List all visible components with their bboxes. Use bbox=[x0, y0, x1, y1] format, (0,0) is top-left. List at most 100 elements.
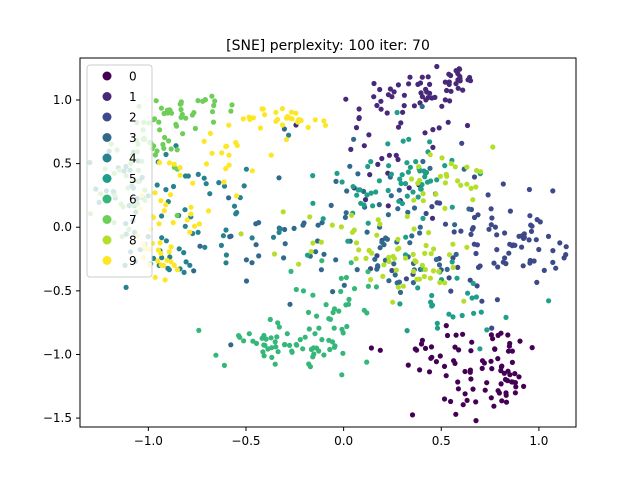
data-point bbox=[521, 383, 527, 389]
data-point bbox=[268, 152, 274, 158]
data-point bbox=[427, 275, 433, 281]
data-point bbox=[387, 86, 393, 92]
data-point bbox=[516, 374, 522, 380]
data-point bbox=[327, 346, 333, 353]
data-point bbox=[469, 295, 475, 301]
data-point bbox=[386, 163, 392, 169]
data-point bbox=[376, 178, 382, 184]
data-point bbox=[469, 226, 475, 232]
data-point bbox=[533, 237, 539, 243]
legend-item: 3 bbox=[102, 131, 137, 145]
data-point bbox=[442, 221, 449, 227]
data-point bbox=[528, 228, 535, 234]
data-point bbox=[313, 249, 319, 255]
data-point bbox=[477, 263, 483, 269]
data-point bbox=[506, 250, 512, 256]
data-point bbox=[416, 276, 423, 282]
data-point bbox=[166, 160, 173, 166]
data-point bbox=[526, 186, 533, 193]
data-point bbox=[419, 103, 425, 110]
data-point bbox=[386, 254, 392, 260]
legend-item: 7 bbox=[102, 213, 137, 227]
data-point bbox=[464, 122, 471, 129]
data-point bbox=[408, 176, 415, 182]
data-point bbox=[422, 174, 428, 180]
data-point bbox=[195, 171, 201, 177]
data-point bbox=[280, 209, 286, 215]
data-point bbox=[269, 345, 275, 351]
data-point bbox=[420, 191, 426, 197]
data-point bbox=[424, 89, 430, 95]
data-point bbox=[553, 265, 559, 271]
data-point bbox=[282, 226, 288, 233]
data-point bbox=[368, 345, 374, 351]
data-point bbox=[209, 150, 215, 156]
data-point bbox=[373, 284, 379, 290]
data-point bbox=[494, 232, 500, 238]
data-point bbox=[395, 206, 401, 212]
data-point bbox=[243, 278, 250, 284]
data-point bbox=[462, 368, 468, 375]
data-point bbox=[320, 216, 326, 222]
data-point bbox=[171, 262, 177, 268]
data-point bbox=[354, 192, 360, 198]
data-point bbox=[420, 198, 426, 204]
data-point bbox=[426, 369, 433, 375]
data-point bbox=[436, 125, 442, 131]
data-point bbox=[162, 277, 168, 283]
data-point bbox=[377, 86, 383, 93]
data-point bbox=[477, 169, 484, 175]
data-point bbox=[510, 379, 516, 385]
legend-item: 9 bbox=[102, 254, 137, 268]
data-point bbox=[322, 122, 329, 128]
data-point bbox=[442, 180, 448, 186]
data-point bbox=[168, 146, 174, 152]
data-point bbox=[287, 342, 293, 348]
data-point bbox=[344, 188, 350, 194]
data-point bbox=[347, 163, 353, 169]
data-point bbox=[341, 282, 347, 288]
data-point bbox=[442, 97, 448, 103]
data-point bbox=[223, 166, 229, 172]
legend-label: 6 bbox=[129, 193, 137, 207]
data-point bbox=[281, 126, 287, 132]
data-point bbox=[228, 108, 234, 114]
data-point bbox=[219, 150, 225, 156]
data-point bbox=[426, 230, 432, 236]
data-point bbox=[343, 274, 349, 281]
data-point bbox=[269, 354, 275, 360]
data-point bbox=[424, 179, 431, 185]
data-point bbox=[474, 242, 480, 248]
data-point bbox=[223, 260, 229, 266]
data-point bbox=[362, 197, 369, 203]
x-tick-label: −0.5 bbox=[231, 434, 260, 448]
data-point bbox=[405, 169, 411, 175]
data-point bbox=[310, 354, 316, 360]
data-point bbox=[250, 338, 256, 344]
data-point bbox=[446, 81, 452, 87]
data-point bbox=[437, 279, 443, 286]
data-point bbox=[444, 173, 450, 179]
data-point bbox=[152, 274, 158, 280]
data-point bbox=[482, 387, 488, 393]
data-point bbox=[366, 132, 372, 138]
data-point bbox=[384, 236, 390, 242]
data-point bbox=[365, 220, 371, 226]
data-point bbox=[288, 109, 295, 115]
data-point bbox=[470, 280, 476, 286]
data-point bbox=[388, 193, 394, 199]
data-point bbox=[419, 262, 425, 268]
data-point bbox=[398, 120, 404, 126]
data-point bbox=[307, 214, 313, 220]
data-point bbox=[464, 164, 470, 170]
data-point bbox=[434, 63, 440, 70]
data-point bbox=[503, 314, 509, 320]
data-point bbox=[339, 372, 345, 378]
data-point bbox=[529, 345, 535, 351]
data-point bbox=[374, 232, 380, 238]
data-point bbox=[490, 336, 496, 342]
data-point bbox=[207, 191, 213, 197]
data-point bbox=[385, 212, 391, 218]
data-point bbox=[293, 110, 299, 116]
data-point bbox=[374, 102, 380, 109]
